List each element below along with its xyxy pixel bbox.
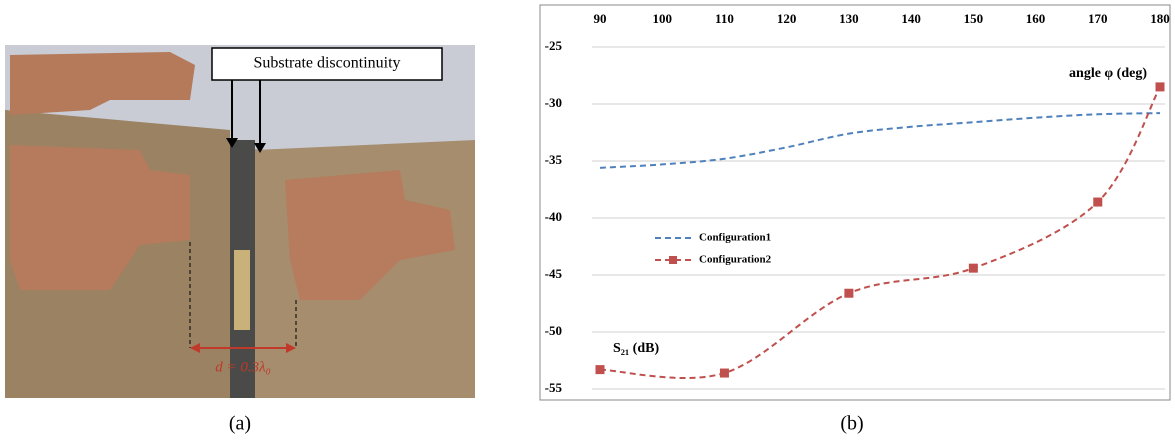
marker [1093,197,1103,207]
marker [968,263,978,273]
y-tick-label: -30 [545,95,562,110]
legend-label: Configuration1 [699,232,771,244]
marker [844,288,854,298]
photo [5,45,475,398]
x-tick-label: 130 [839,11,859,26]
y-tick-label: -45 [545,266,563,281]
x-tick-label: 160 [1026,11,1046,26]
marker [1155,82,1165,92]
x-tick-label: 100 [652,11,672,26]
line [599,86,1161,379]
y-tick-label: -55 [545,380,563,395]
x-tick-label: 110 [715,11,734,26]
line [599,112,1161,169]
chart-frame [539,4,1171,401]
legend-label: Configuration2 [699,254,772,266]
x-tick-label: 170 [1088,11,1108,26]
y-tick-label: -50 [545,323,562,338]
legend-marker [669,256,677,264]
dimension-label: d = 0.3λ₀ [215,359,271,375]
y-axis-label: S₂₁ (dB) [613,341,659,356]
x-tick-label: 90 [594,11,607,26]
x-tick-label: 120 [777,11,797,26]
x-axis-label: angle φ (deg) [1069,66,1147,81]
photo-label: Substrate discontinuity [253,55,400,72]
marker [595,365,605,375]
y-tick-label: -35 [545,152,563,167]
marker [719,368,729,378]
x-tick-label: 150 [964,11,984,26]
caption: (a) [229,413,251,435]
x-tick-label: 180 [1150,11,1170,26]
caption: (b) [840,413,863,435]
y-tick-label: -40 [545,209,562,224]
y-tick-label: -25 [545,38,563,53]
x-tick-label: 140 [901,11,921,26]
